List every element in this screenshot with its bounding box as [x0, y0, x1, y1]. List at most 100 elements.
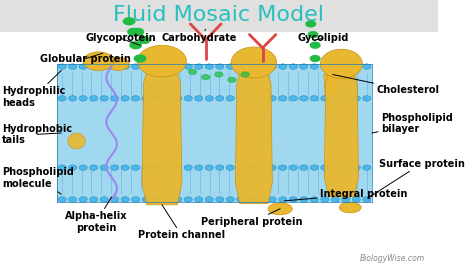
Ellipse shape [58, 165, 66, 170]
Ellipse shape [100, 96, 108, 101]
Ellipse shape [142, 197, 150, 202]
Ellipse shape [205, 64, 213, 69]
Ellipse shape [247, 197, 255, 202]
Text: Carbohydrate: Carbohydrate [162, 29, 237, 43]
Ellipse shape [142, 96, 150, 101]
Ellipse shape [342, 165, 350, 170]
Ellipse shape [310, 64, 319, 69]
Ellipse shape [137, 45, 186, 77]
Ellipse shape [300, 96, 308, 101]
Ellipse shape [184, 64, 192, 69]
Ellipse shape [321, 197, 329, 202]
Ellipse shape [216, 64, 224, 69]
Ellipse shape [300, 64, 308, 69]
Ellipse shape [226, 197, 234, 202]
Text: Cholesterol: Cholesterol [333, 74, 439, 95]
Ellipse shape [58, 64, 66, 69]
Ellipse shape [83, 52, 114, 70]
Text: Alpha-helix
protein: Alpha-helix protein [65, 197, 128, 233]
Ellipse shape [58, 197, 66, 202]
Ellipse shape [121, 165, 129, 170]
Ellipse shape [289, 165, 297, 170]
Circle shape [310, 42, 320, 48]
Ellipse shape [153, 165, 161, 170]
Ellipse shape [339, 202, 361, 213]
Ellipse shape [237, 96, 245, 101]
Ellipse shape [258, 197, 266, 202]
Ellipse shape [226, 96, 234, 101]
Ellipse shape [289, 96, 297, 101]
Ellipse shape [352, 64, 360, 69]
Ellipse shape [132, 96, 140, 101]
Ellipse shape [279, 96, 287, 101]
Ellipse shape [121, 64, 129, 69]
Ellipse shape [363, 96, 371, 101]
Ellipse shape [363, 165, 371, 170]
Ellipse shape [142, 64, 150, 69]
Text: Hydrophilic
heads: Hydrophilic heads [2, 70, 65, 108]
Ellipse shape [132, 64, 140, 69]
Ellipse shape [342, 96, 350, 101]
Ellipse shape [153, 64, 161, 69]
Ellipse shape [107, 57, 129, 70]
Ellipse shape [195, 96, 203, 101]
Ellipse shape [163, 165, 171, 170]
Ellipse shape [300, 197, 308, 202]
Ellipse shape [195, 64, 203, 69]
Ellipse shape [320, 49, 363, 78]
Text: Peripheral protein: Peripheral protein [201, 209, 302, 227]
Circle shape [308, 32, 318, 38]
Ellipse shape [247, 165, 255, 170]
Ellipse shape [90, 96, 98, 101]
Ellipse shape [69, 197, 77, 202]
Ellipse shape [153, 96, 161, 101]
Text: Gycolipid: Gycolipid [298, 33, 349, 43]
Circle shape [123, 18, 135, 25]
Ellipse shape [205, 165, 213, 170]
Ellipse shape [184, 165, 192, 170]
Ellipse shape [352, 197, 360, 202]
Ellipse shape [216, 197, 224, 202]
Ellipse shape [352, 96, 360, 101]
Circle shape [132, 28, 144, 35]
Ellipse shape [279, 64, 287, 69]
Ellipse shape [90, 64, 98, 69]
Ellipse shape [258, 64, 266, 69]
Text: Protein channel: Protein channel [138, 205, 225, 240]
Ellipse shape [90, 165, 98, 170]
Text: Globular protein: Globular protein [40, 53, 131, 64]
Ellipse shape [69, 64, 77, 69]
Ellipse shape [226, 64, 234, 69]
Ellipse shape [342, 64, 350, 69]
Ellipse shape [110, 165, 119, 170]
Ellipse shape [163, 96, 171, 101]
Ellipse shape [237, 64, 245, 69]
Circle shape [128, 28, 139, 35]
Text: Phospholipid
molecule: Phospholipid molecule [2, 167, 74, 194]
Ellipse shape [331, 96, 339, 101]
Ellipse shape [237, 165, 245, 170]
Ellipse shape [142, 165, 150, 170]
Ellipse shape [268, 165, 276, 170]
Polygon shape [324, 64, 358, 197]
Ellipse shape [289, 64, 297, 69]
Ellipse shape [268, 203, 292, 215]
FancyBboxPatch shape [0, 0, 438, 32]
Circle shape [241, 72, 249, 77]
Ellipse shape [321, 64, 329, 69]
Ellipse shape [163, 197, 171, 202]
Ellipse shape [195, 165, 203, 170]
Circle shape [189, 69, 197, 74]
Ellipse shape [79, 96, 87, 101]
Ellipse shape [110, 64, 119, 69]
Circle shape [139, 36, 150, 43]
Ellipse shape [321, 165, 329, 170]
Ellipse shape [321, 96, 329, 101]
Ellipse shape [268, 197, 276, 202]
Ellipse shape [258, 165, 266, 170]
Ellipse shape [310, 96, 319, 101]
Ellipse shape [289, 197, 297, 202]
Polygon shape [236, 63, 273, 203]
Ellipse shape [237, 197, 245, 202]
Circle shape [202, 75, 210, 80]
